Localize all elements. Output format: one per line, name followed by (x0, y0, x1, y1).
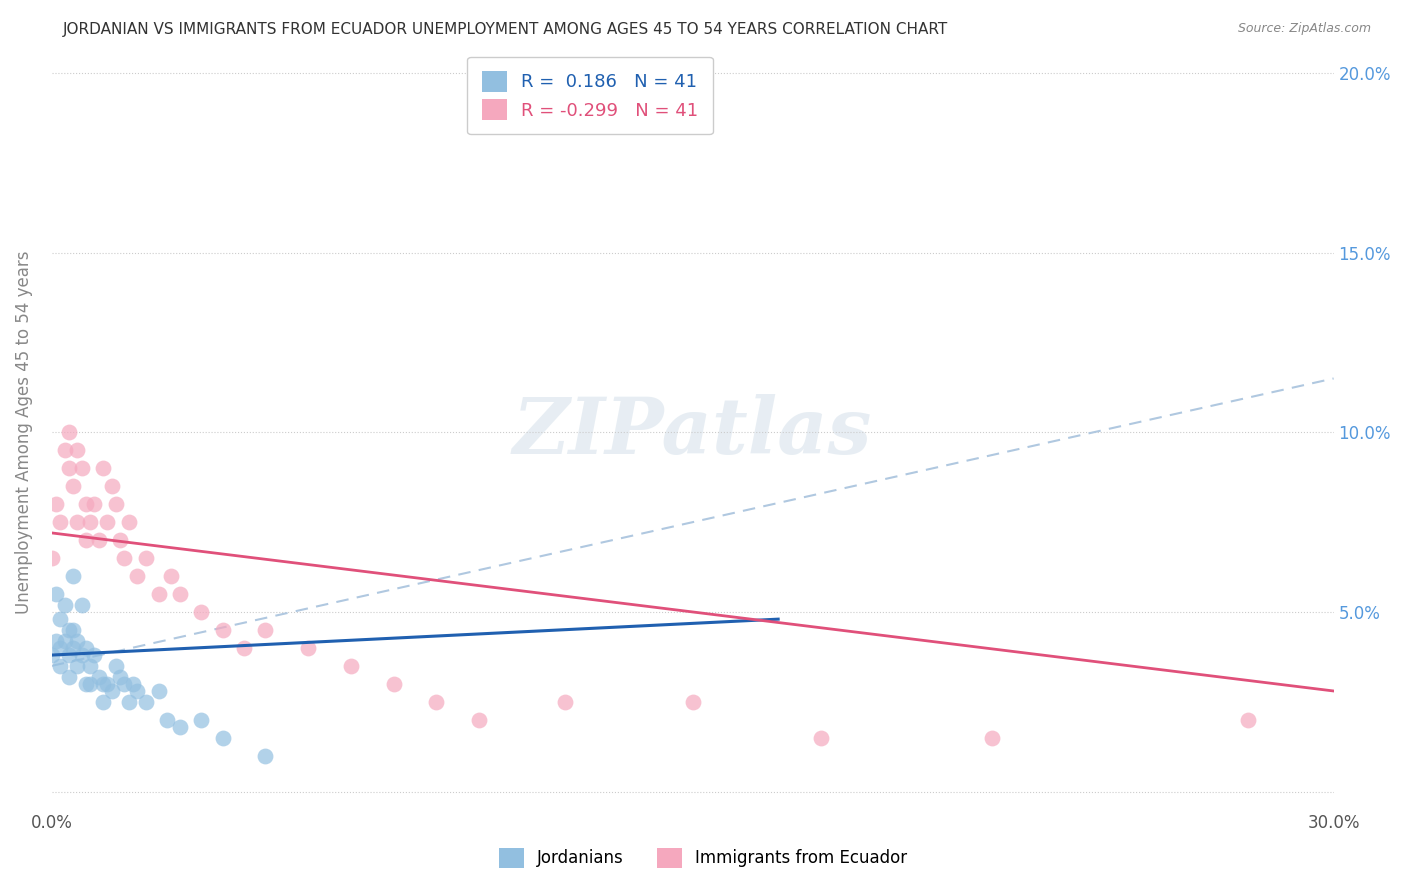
Point (254, 623, 277, 637)
Point (45, 633, 67, 648)
Point (62, 640, 84, 655)
Point (810, 731, 832, 745)
Point (156, 713, 179, 727)
Point (91, 677, 114, 691)
Point (127, 569, 149, 583)
Point (66, 633, 89, 648)
Point (75, 677, 97, 691)
Text: Source: ZipAtlas.com: Source: ZipAtlas.com (1237, 22, 1371, 36)
Point (100, 479, 122, 493)
Point (62, 479, 84, 493)
Point (53, 633, 76, 648)
Point (104, 658, 127, 673)
Point (66, 658, 89, 673)
Legend: R =  0.186   N = 41, R = -0.299   N = 41: R = 0.186 N = 41, R = -0.299 N = 41 (467, 56, 713, 135)
Y-axis label: Unemployment Among Ages 45 to 54 years: Unemployment Among Ages 45 to 54 years (15, 251, 32, 614)
Point (70, 461, 93, 475)
Point (91, 695, 114, 709)
Point (66, 443, 89, 458)
Point (70, 648, 93, 662)
Point (96, 677, 118, 691)
Point (45, 497, 67, 511)
Point (70, 598, 93, 612)
Point (58, 670, 80, 684)
Text: ZIPatlas: ZIPatlas (513, 394, 872, 471)
Point (112, 551, 135, 566)
Point (148, 684, 170, 698)
Point (190, 713, 212, 727)
Point (41, 551, 63, 566)
Point (104, 497, 127, 511)
Point (96, 515, 118, 529)
Point (1237, 713, 1260, 727)
Point (66, 515, 89, 529)
Point (49, 612, 72, 626)
Point (87, 670, 110, 684)
Point (79, 658, 101, 673)
Point (112, 677, 135, 691)
Point (127, 684, 149, 698)
Point (169, 720, 191, 734)
Point (108, 533, 131, 548)
Point (91, 461, 114, 475)
Point (382, 677, 405, 691)
Point (980, 731, 1002, 745)
Point (135, 551, 157, 566)
Point (254, 748, 277, 763)
Point (62, 623, 84, 637)
Point (108, 670, 131, 684)
Point (75, 533, 97, 548)
Point (425, 695, 447, 709)
Point (49, 640, 72, 655)
Point (135, 695, 157, 709)
Point (49, 515, 72, 529)
Point (58, 461, 80, 475)
Point (41, 648, 63, 662)
Point (75, 497, 97, 511)
Point (211, 731, 233, 745)
Point (62, 569, 84, 583)
Point (297, 640, 319, 655)
Point (83, 497, 105, 511)
Point (45, 587, 67, 601)
Point (75, 640, 97, 655)
Point (53, 443, 76, 458)
Point (79, 515, 101, 529)
Point (160, 569, 183, 583)
Point (118, 515, 141, 529)
Point (468, 713, 491, 727)
Point (58, 648, 80, 662)
Point (122, 677, 145, 691)
Point (58, 623, 80, 637)
Point (79, 677, 101, 691)
Point (100, 684, 122, 698)
Point (118, 695, 141, 709)
Point (58, 425, 80, 440)
Point (340, 658, 363, 673)
Point (169, 587, 191, 601)
Point (211, 623, 233, 637)
Legend: Jordanians, Immigrants from Ecuador: Jordanians, Immigrants from Ecuador (492, 841, 914, 875)
Text: JORDANIAN VS IMMIGRANTS FROM ECUADOR UNEMPLOYMENT AMONG AGES 45 TO 54 YEARS CORR: JORDANIAN VS IMMIGRANTS FROM ECUADOR UNE… (63, 22, 949, 37)
Point (148, 587, 170, 601)
Point (553, 695, 575, 709)
Point (190, 605, 212, 619)
Point (682, 695, 704, 709)
Point (233, 640, 256, 655)
Point (53, 598, 76, 612)
Point (49, 658, 72, 673)
Point (87, 533, 110, 548)
Point (83, 648, 105, 662)
